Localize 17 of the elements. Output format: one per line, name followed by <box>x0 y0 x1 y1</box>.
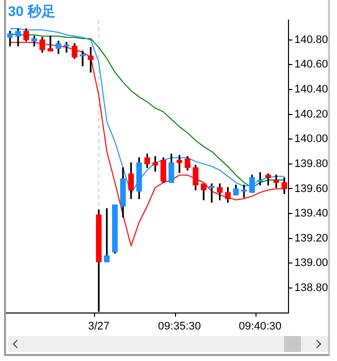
y-tick-label: 140.60 <box>294 58 328 71</box>
x-tick-label: 3/27 <box>88 320 110 332</box>
chart-title: 30 秒足 <box>8 3 56 21</box>
y-tick-label: 140.20 <box>294 108 328 120</box>
y-tick-label: 139.20 <box>294 232 328 244</box>
y-tick-label: 140.80 <box>294 34 328 46</box>
x-tick-label: 09:40:30 <box>238 320 282 332</box>
candlestick <box>176 154 182 173</box>
x-tick-label: 09:35:30 <box>158 320 201 332</box>
y-tick-label: 140.00 <box>294 133 328 146</box>
y-tick-label: 139.40 <box>294 208 328 220</box>
y-tick-label: 138.80 <box>294 282 328 294</box>
y-tick-label: 140.40 <box>294 84 328 96</box>
y-tick-label: 139.80 <box>294 158 328 170</box>
y-tick-label: 139.00 <box>294 257 328 270</box>
candlestick <box>64 42 70 53</box>
y-tick-label: 139.60 <box>294 182 328 195</box>
